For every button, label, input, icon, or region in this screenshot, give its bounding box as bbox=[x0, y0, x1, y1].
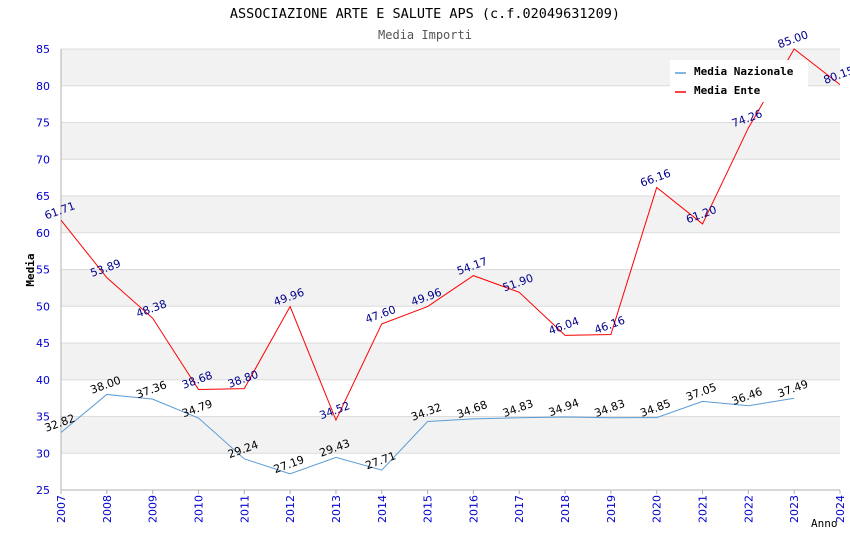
x-tick-label: 2019 bbox=[605, 495, 618, 523]
legend-label-media-ente: Media Ente bbox=[694, 84, 761, 97]
x-tick-labels: 2007 2008 2009 2010 2011 2012 2013 2014 2015 2016… bbox=[55, 490, 847, 523]
legend-box bbox=[670, 60, 808, 102]
y-tick-label: 65 bbox=[36, 190, 50, 203]
axes bbox=[60, 49, 840, 491]
y-tick-label: 60 bbox=[36, 227, 50, 240]
y-tick-label: 50 bbox=[36, 300, 50, 313]
x-tick-label: 2010 bbox=[192, 495, 205, 523]
x-tick-label: 2012 bbox=[284, 495, 297, 523]
x-axis-label: Anno bbox=[811, 517, 838, 530]
data-label: 37.05 bbox=[684, 381, 718, 404]
x-tick-label: 2021 bbox=[697, 495, 710, 523]
chart-subtitle: Media Importi bbox=[378, 28, 472, 42]
gridlines bbox=[61, 48, 840, 491]
data-label: 37.49 bbox=[776, 377, 810, 400]
x-tick-label: 2013 bbox=[330, 495, 343, 523]
x-tick-label: 2024 bbox=[834, 495, 847, 523]
series-lines bbox=[60, 48, 841, 475]
y-tick-label: 25 bbox=[36, 484, 50, 497]
x-tick-label: 2022 bbox=[742, 495, 755, 523]
background-bands bbox=[61, 49, 840, 454]
legend: Media Nazionale Media Ente bbox=[670, 60, 808, 102]
series-line-media-nazionale bbox=[60, 393, 795, 475]
x-tick-label: 2009 bbox=[147, 495, 160, 523]
data-label: 37.36 bbox=[134, 378, 168, 401]
y-tick-label: 30 bbox=[36, 447, 50, 460]
y-tick-label: 35 bbox=[36, 411, 50, 424]
y-tick-label: 45 bbox=[36, 337, 50, 350]
data-label: 46.16 bbox=[593, 314, 627, 337]
y-tick-label: 75 bbox=[36, 117, 50, 130]
background-band bbox=[61, 122, 840, 160]
x-tick-label: 2017 bbox=[513, 495, 526, 523]
x-tick-label: 2016 bbox=[467, 495, 480, 523]
y-tick-label: 70 bbox=[36, 153, 50, 166]
data-label: 34.94 bbox=[547, 396, 581, 419]
x-tick-label: 2023 bbox=[788, 495, 801, 523]
y-axis-label: Media bbox=[24, 253, 37, 286]
x-tick-label: 2015 bbox=[422, 495, 435, 523]
background-band bbox=[61, 416, 840, 454]
y-tick-label: 85 bbox=[36, 43, 50, 56]
background-band bbox=[61, 196, 840, 233]
x-tick-label: 2018 bbox=[559, 495, 572, 523]
legend-label-media-nazionale: Media Nazionale bbox=[694, 65, 794, 78]
chart-title: ASSOCIAZIONE ARTE E SALUTE APS (c.f.0204… bbox=[230, 6, 620, 22]
y-tick-label: 80 bbox=[36, 80, 50, 93]
data-label: 36.46 bbox=[730, 385, 764, 408]
x-tick-label: 2011 bbox=[238, 495, 251, 523]
data-label: 27.19 bbox=[272, 453, 306, 476]
data-label: 66.16 bbox=[638, 167, 672, 190]
x-tick-label: 2014 bbox=[376, 495, 389, 523]
x-tick-label: 2007 bbox=[55, 495, 68, 523]
y-tick-label: 55 bbox=[36, 264, 50, 277]
x-tick-label: 2020 bbox=[651, 495, 664, 523]
data-label: 85.00 bbox=[776, 28, 810, 51]
series-line-media-ente bbox=[60, 48, 841, 422]
x-tick-label: 2008 bbox=[101, 495, 114, 523]
background-band bbox=[61, 269, 840, 307]
background-band bbox=[61, 343, 840, 380]
y-tick-label: 40 bbox=[36, 374, 50, 387]
y-tick-labels: 25 30 35 40 45 50 55 60 65 70 75 80 85 bbox=[36, 43, 50, 497]
